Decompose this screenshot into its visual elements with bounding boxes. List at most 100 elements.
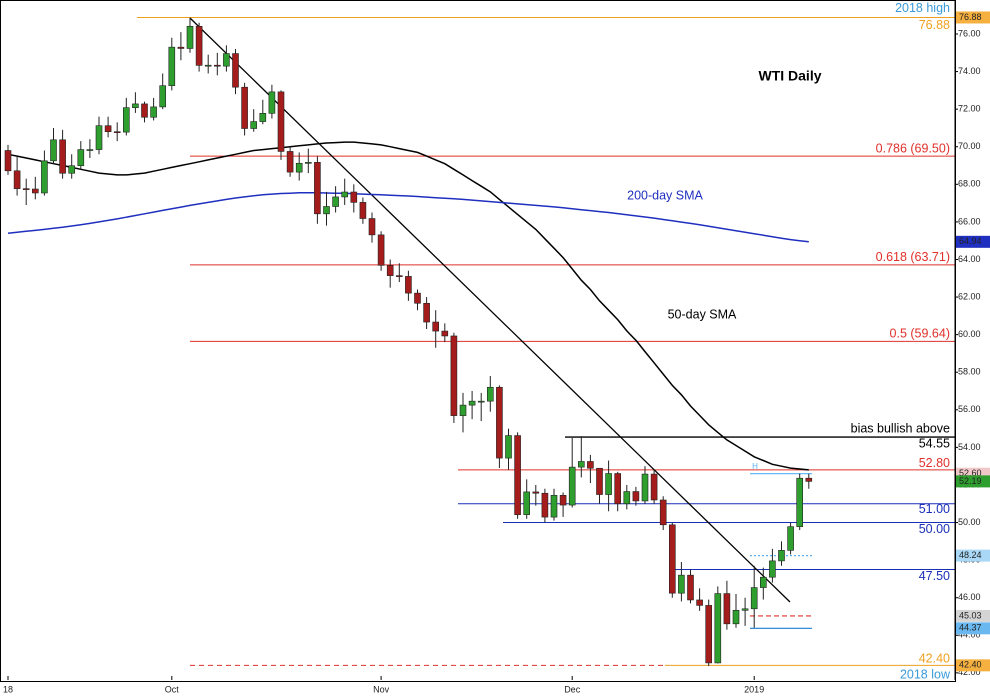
price-tag-label: 64.94 [959,236,982,246]
candle-body [514,435,521,515]
candle-body [568,466,576,506]
candle-body [4,150,12,172]
moving-averages [7,141,809,471]
candle-body [50,139,57,162]
candle-body [241,86,248,129]
candle-body [77,149,85,167]
candle-body [223,53,230,67]
candle-body [459,404,467,416]
x-tick-label: 2019 [744,684,764,694]
candle-body [678,574,685,594]
candle-body [486,386,494,402]
candle-body [286,151,294,173]
candle-body [759,576,767,588]
candle-body [86,149,94,151]
candle-body [395,275,403,277]
y-tick-label: 72.00 [958,104,981,114]
candle-body [159,85,166,108]
candle-body [796,477,804,527]
y-tick-label: 74.00 [958,66,981,76]
candle-body [123,107,130,133]
candle-body [41,160,48,194]
candle-body [805,477,813,482]
x-tick-label: Nov [373,684,390,694]
price-tag [956,659,990,672]
sma-line [7,192,809,243]
candle-body [587,461,594,469]
candle-body [68,165,75,174]
candle-body [232,53,239,88]
candles [4,17,813,667]
y-tick-label: 66.00 [958,216,981,226]
candle-body [632,491,640,502]
y-tick-label: 76.00 [958,28,981,38]
level-label: 0.618 (63.71) [876,250,950,264]
candle-body [177,46,185,49]
candle-body [31,188,39,194]
candle-body [614,473,622,505]
y-tick-label: 56.00 [958,404,981,414]
price-tag-label: 52.19 [959,476,982,486]
candle-body [696,599,703,606]
candle-body [168,46,176,86]
candle-body [314,162,321,215]
axis-background [956,0,990,697]
level-note: bias bullish above [851,421,950,435]
candle-body [778,550,785,562]
x-tick-label: 18 [3,684,13,694]
candle-body [95,125,103,150]
candle-body [405,276,412,294]
trendline [189,17,791,603]
candle-body [22,188,30,190]
candle-body [368,218,376,236]
price-tag-label: 42.40 [959,660,982,670]
candle-body [605,473,612,495]
candle-body [450,335,458,416]
candle-body [359,202,367,219]
candle-body [650,473,658,501]
price-tag [956,11,990,24]
y-tick-label: 44.00 [958,630,981,640]
candle-body [59,139,66,174]
level-label: 0.786 (69.50) [876,141,950,155]
price-tag [956,549,990,562]
candle-body [705,605,713,664]
sma-label: 200-day SMA [627,188,703,202]
candle-body [113,131,121,134]
candle-body [323,206,330,215]
y-tick-label: 46.00 [958,592,981,602]
candle-body [13,170,21,189]
candle-body [623,491,631,505]
candle-body [304,162,312,164]
candle-body [204,64,212,67]
candle-body [141,103,148,118]
candle-body [523,491,531,515]
candle-body [550,494,558,518]
level-label: 42.40 [919,652,950,666]
y-tick-label: 64.00 [958,254,981,264]
level-label: 52.80 [919,456,950,470]
candle-body [350,191,358,203]
candle-body [505,435,512,459]
level-note: 2018 low [900,668,951,682]
levels: 76.88 2018 high 0.786 (69.50) 0.618 (63.71)… [137,1,955,682]
y-tick-label: 60.00 [958,329,981,339]
candle-body [341,191,349,198]
candle-body [723,593,731,625]
y-tick-label: 58.00 [958,367,981,377]
candle-body [577,461,585,468]
candle-body [532,491,540,494]
price-tag-label: 45.03 [959,610,982,620]
level-label: 51.00 [919,502,950,516]
candle-body [687,574,694,601]
candle-body [150,106,157,118]
candle-body [268,91,276,114]
candle-body [250,121,257,129]
candle-body [787,526,794,551]
axes: 42.0044.0046.0048.0050.0052.0054.0056.00… [3,0,990,697]
candle-body [741,608,749,611]
candle-body [104,125,112,133]
candle-body [441,330,449,337]
candle-body [259,113,267,122]
candle-body [641,473,649,502]
